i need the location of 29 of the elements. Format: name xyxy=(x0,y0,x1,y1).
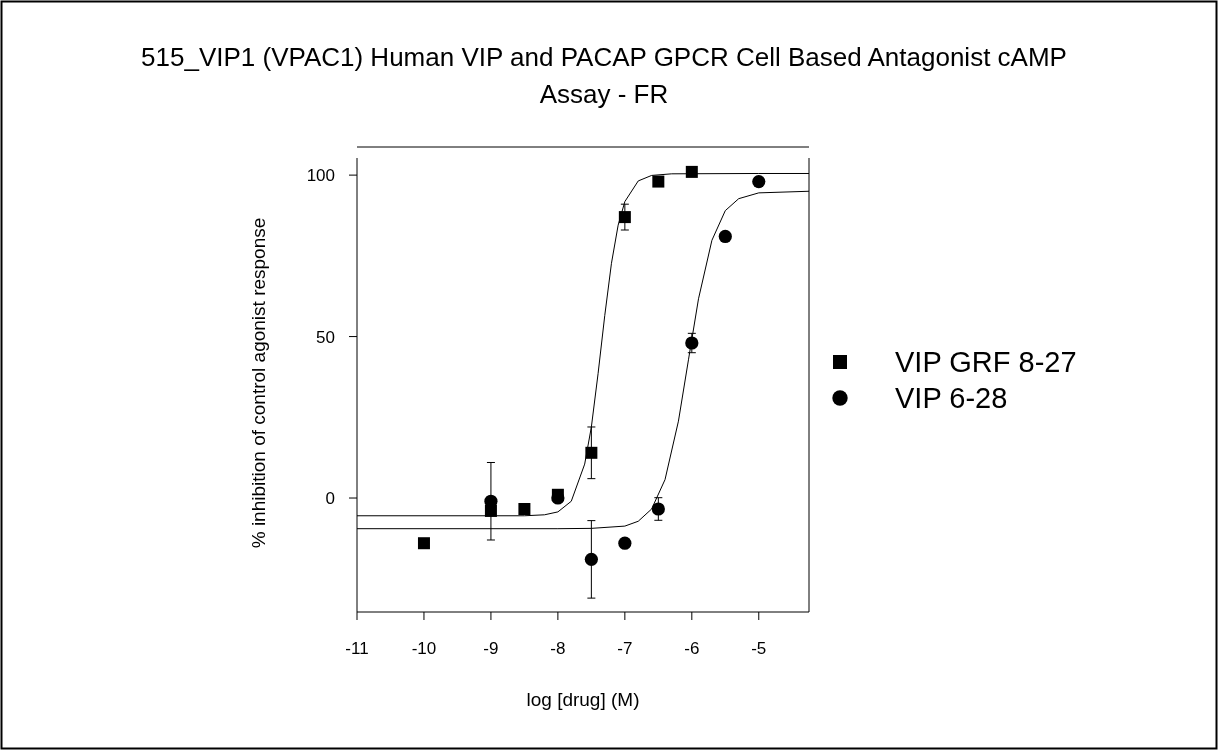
point xyxy=(518,502,531,515)
x-tick-label: -10 xyxy=(411,639,437,658)
point xyxy=(484,504,497,517)
x-tick-label: -5 xyxy=(751,639,767,658)
point xyxy=(752,174,766,189)
y-tick-label: 100 xyxy=(306,166,335,186)
y-axis-title: % inhibition of control agonist response xyxy=(248,217,269,549)
chart-title: 515_VIP1 (VPAC1) Human VIP and PACAP GPCR Cell Based Antagonist cAMP Assay - FR xyxy=(141,42,1067,109)
point xyxy=(718,229,732,244)
point xyxy=(618,211,631,224)
legend-label: VIP GRF 8-27 xyxy=(895,346,1077,378)
x-axis-title: log [drug] (M) xyxy=(526,689,640,710)
y-tick-label: 50 xyxy=(316,327,335,347)
x-tick-label: -7 xyxy=(617,639,633,658)
x-tick-label: -11 xyxy=(345,639,369,658)
point xyxy=(551,488,564,501)
x-tick-label: -8 xyxy=(550,639,566,658)
legend-label: VIP 6-28 xyxy=(895,382,1008,414)
x-tick-label: -6 xyxy=(684,639,700,658)
x-tick-label: -9 xyxy=(483,639,499,658)
point xyxy=(651,502,665,516)
point xyxy=(618,536,632,550)
point xyxy=(584,552,598,566)
point xyxy=(685,336,699,350)
point xyxy=(685,165,698,178)
point xyxy=(585,446,598,459)
point xyxy=(417,537,430,550)
point xyxy=(652,175,665,188)
y-tick-label: 0 xyxy=(325,489,335,509)
